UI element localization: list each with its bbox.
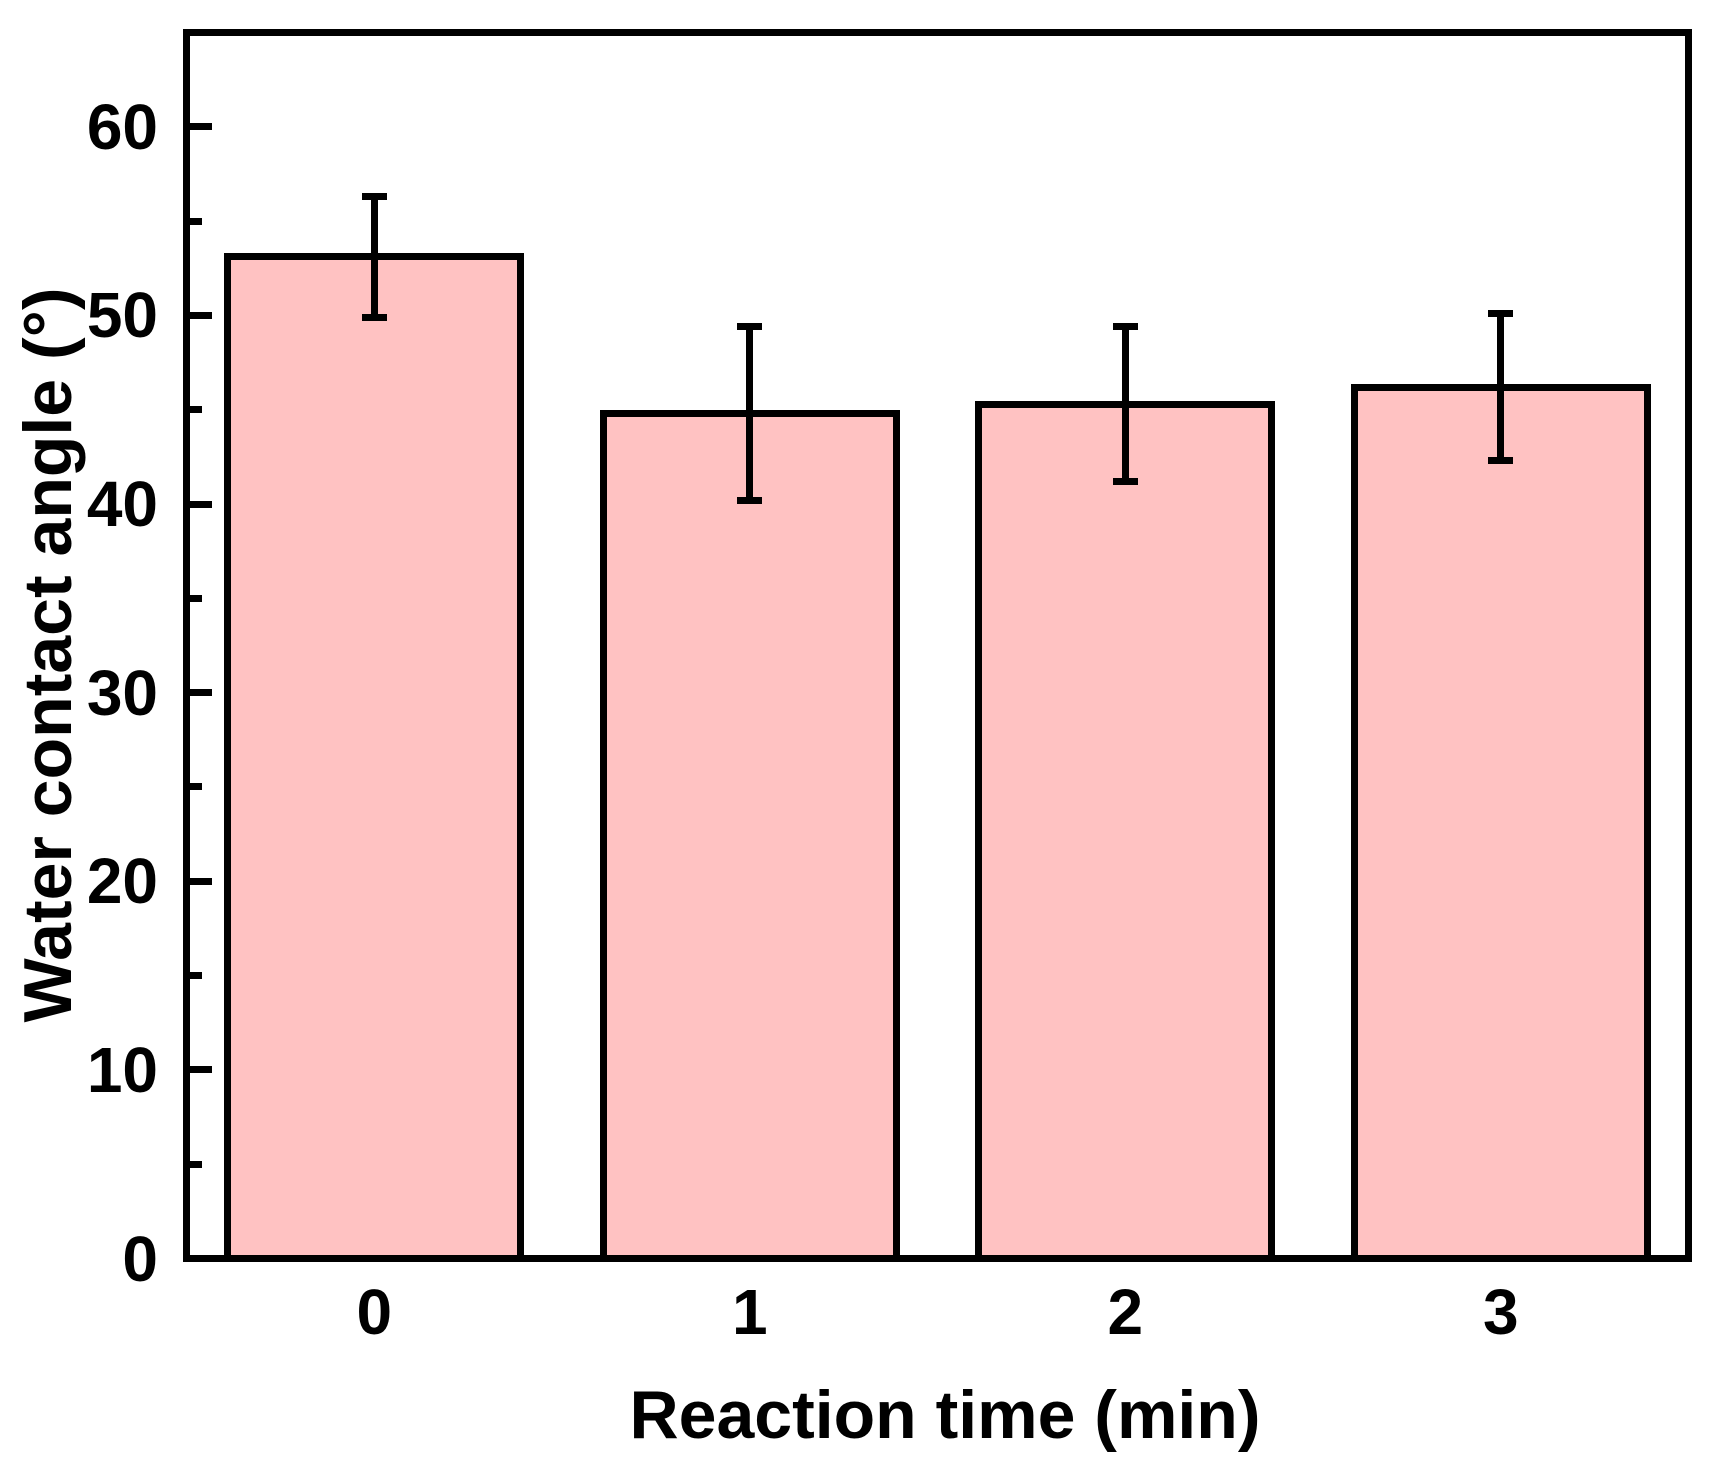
error-bar-cap-top [737,323,763,331]
x-tick-label: 2 [1107,1276,1144,1348]
error-bar-line [1497,310,1505,465]
bar [975,400,1276,1262]
error-bar-cap-bottom [1112,477,1138,485]
error-bar-cap-bottom [1488,457,1514,465]
bar [599,410,900,1262]
error-bar-line [1121,323,1129,485]
x-tick-label: 1 [731,1276,768,1348]
y-tick-minor [190,1160,202,1168]
y-tick-major [190,311,212,319]
plot-area [183,29,1692,1262]
y-tick-label: 50 [86,279,158,352]
x-tick-label: 0 [356,1276,393,1348]
y-tick-minor [190,783,202,791]
error-bar-cap-top [1488,310,1514,318]
y-tick-label: 40 [86,468,158,541]
bar [224,253,525,1262]
y-tick-major [190,877,212,885]
y-tick-label: 60 [86,90,158,163]
error-bar-cap-bottom [737,496,763,504]
x-tick-label: 3 [1482,1276,1519,1348]
y-tick-major [190,500,212,508]
error-bar-cap-bottom [361,313,387,321]
y-tick-minor [190,972,202,980]
error-bar-line [746,323,754,504]
y-tick-minor [190,217,202,225]
y-axis-title: Water contact angle (°) [10,287,86,1023]
error-bar-line [370,193,378,321]
error-bar-cap-top [1112,323,1138,331]
y-tick-major [190,689,212,697]
y-tick-major [190,123,212,131]
y-tick-minor [190,594,202,602]
error-bar-cap-top [361,193,387,201]
y-tick-label: 0 [122,1222,158,1295]
y-tick-minor [190,406,202,414]
y-tick-label: 30 [86,656,158,729]
bar [1350,383,1651,1262]
y-tick-label: 20 [86,845,158,918]
x-axis-title: Reaction time (min) [629,1377,1261,1453]
y-tick-label: 10 [86,1033,158,1106]
y-tick-major [190,1066,212,1074]
y-tick-major [190,1255,212,1262]
